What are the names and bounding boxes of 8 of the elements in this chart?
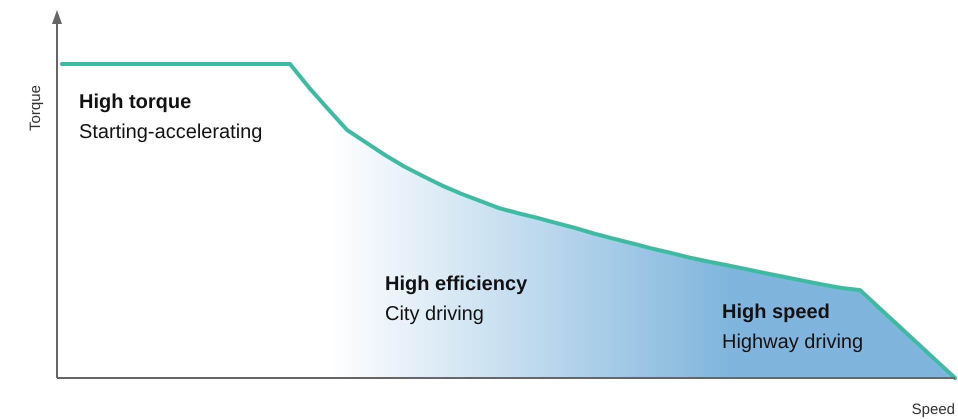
annotation: High speed bbox=[722, 301, 830, 323]
annotation: High torque bbox=[79, 91, 192, 113]
annotation: Starting-accelerating bbox=[79, 121, 262, 143]
y-axis-title: Torque bbox=[27, 85, 44, 131]
annotation: High efficiency bbox=[385, 273, 528, 295]
x-axis-title: Speed bbox=[912, 401, 955, 418]
annotation: City driving bbox=[385, 303, 484, 325]
annotation: Highway driving bbox=[722, 331, 864, 353]
